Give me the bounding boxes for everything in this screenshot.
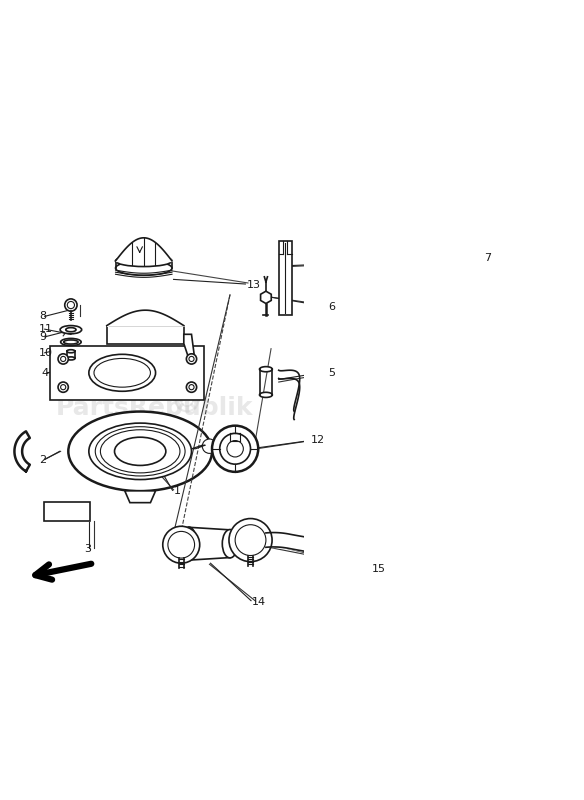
Text: 6: 6	[329, 302, 336, 311]
Text: 11: 11	[39, 324, 53, 334]
Text: 14: 14	[252, 597, 266, 606]
Ellipse shape	[61, 338, 81, 346]
Ellipse shape	[259, 366, 272, 372]
Ellipse shape	[67, 357, 75, 360]
Polygon shape	[279, 241, 291, 315]
Circle shape	[229, 518, 272, 562]
Ellipse shape	[89, 423, 192, 479]
Circle shape	[168, 531, 194, 558]
Circle shape	[58, 354, 68, 364]
Text: 12: 12	[311, 435, 325, 445]
Text: 5: 5	[329, 368, 336, 378]
Ellipse shape	[66, 328, 76, 332]
Ellipse shape	[60, 326, 82, 334]
Text: 2: 2	[39, 455, 46, 465]
Polygon shape	[260, 291, 271, 303]
Ellipse shape	[116, 261, 172, 275]
Polygon shape	[15, 431, 30, 471]
Text: 9: 9	[39, 332, 46, 342]
Ellipse shape	[223, 530, 238, 558]
Polygon shape	[125, 491, 155, 502]
Text: 3: 3	[84, 544, 91, 554]
Polygon shape	[50, 346, 204, 400]
Polygon shape	[192, 445, 206, 449]
Text: 7: 7	[484, 253, 491, 263]
Ellipse shape	[116, 255, 172, 266]
Text: 10: 10	[39, 348, 53, 358]
Polygon shape	[44, 502, 91, 521]
Ellipse shape	[259, 392, 272, 398]
Circle shape	[186, 382, 197, 392]
Text: 1: 1	[173, 486, 180, 496]
Ellipse shape	[89, 354, 155, 391]
Circle shape	[163, 526, 200, 563]
Circle shape	[220, 434, 251, 464]
Circle shape	[186, 354, 197, 364]
Circle shape	[212, 426, 258, 472]
Text: 15: 15	[372, 564, 386, 574]
Ellipse shape	[181, 527, 197, 560]
Ellipse shape	[67, 350, 75, 353]
Polygon shape	[107, 326, 184, 343]
Ellipse shape	[94, 358, 151, 387]
Text: 13: 13	[246, 279, 260, 290]
Ellipse shape	[95, 426, 185, 476]
Polygon shape	[184, 334, 194, 359]
Ellipse shape	[64, 340, 78, 344]
Circle shape	[58, 382, 68, 392]
Text: PartsRepublik: PartsRepublik	[55, 396, 253, 420]
Circle shape	[202, 439, 217, 454]
Text: 4: 4	[41, 368, 48, 378]
Circle shape	[235, 525, 266, 555]
Ellipse shape	[68, 411, 212, 491]
Circle shape	[65, 299, 77, 311]
Ellipse shape	[114, 438, 166, 466]
Text: 8: 8	[39, 311, 46, 322]
Ellipse shape	[100, 430, 180, 473]
Ellipse shape	[310, 538, 315, 553]
